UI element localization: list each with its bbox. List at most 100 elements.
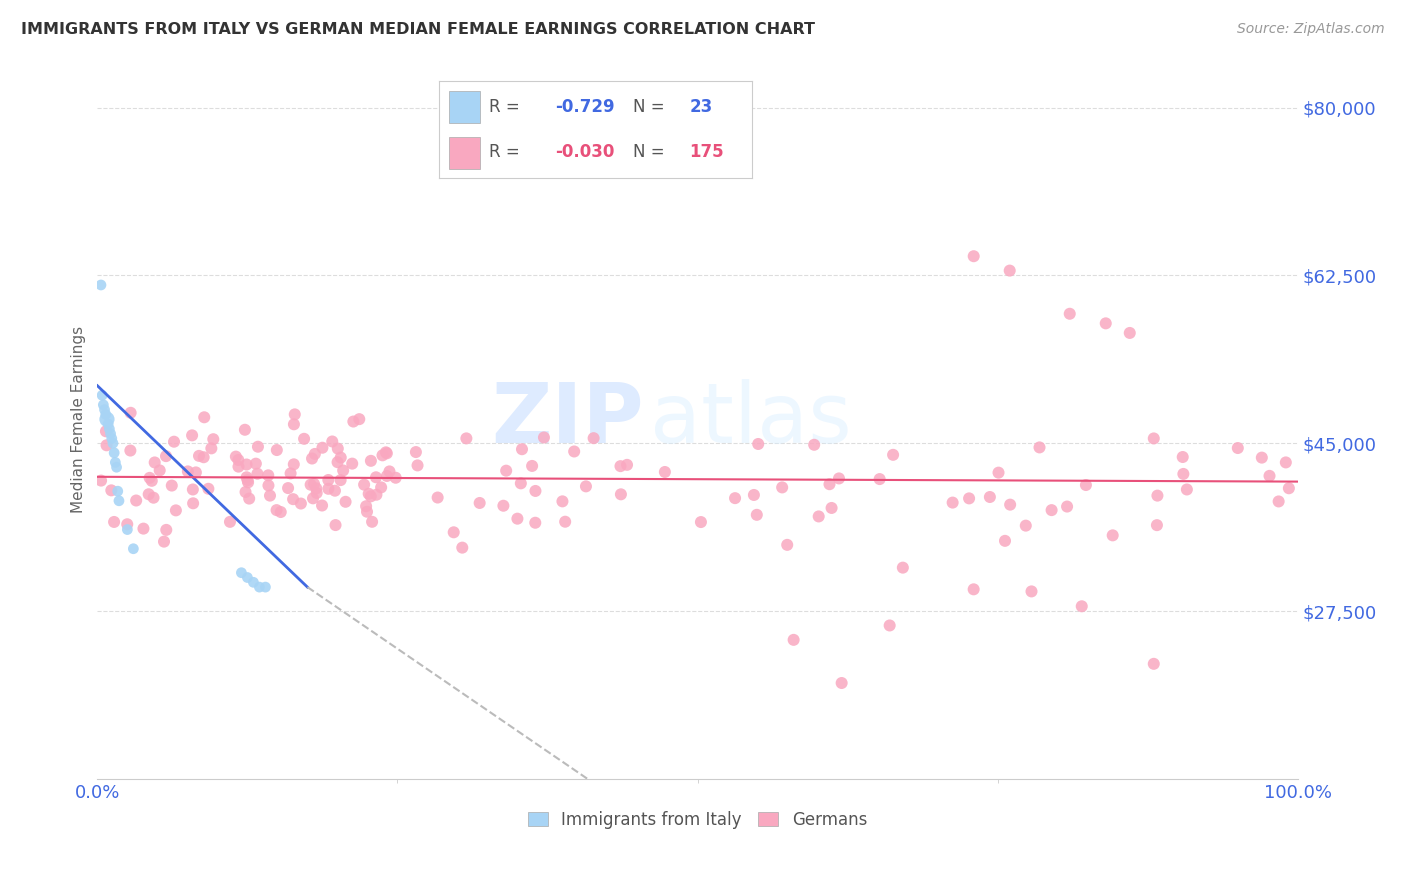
Point — [378, 465, 401, 479]
Point — [1101, 528, 1123, 542]
Point — [257, 478, 280, 492]
Point — [963, 249, 986, 263]
Point — [456, 431, 478, 445]
Point — [533, 430, 555, 444]
Point — [108, 493, 131, 508]
Point — [551, 494, 574, 508]
Point — [283, 458, 305, 472]
Point — [280, 467, 302, 481]
Point — [426, 491, 449, 505]
Point — [770, 480, 793, 494]
Point — [236, 473, 259, 487]
Point — [994, 533, 1017, 548]
Point — [235, 470, 257, 484]
Point — [1059, 307, 1081, 321]
Point — [820, 500, 842, 515]
Point — [742, 488, 765, 502]
Point — [554, 515, 576, 529]
Point — [155, 523, 177, 537]
Point — [1015, 518, 1038, 533]
Point — [236, 475, 259, 490]
Point — [100, 432, 122, 446]
Point — [1070, 599, 1092, 614]
Point — [803, 438, 825, 452]
Point — [575, 479, 598, 493]
Point — [1173, 467, 1195, 481]
Point — [654, 465, 676, 479]
Point — [325, 518, 347, 533]
Point — [235, 458, 257, 472]
Point — [326, 455, 349, 469]
Point — [1040, 503, 1063, 517]
Point — [326, 442, 349, 456]
Point — [370, 480, 392, 494]
Point — [354, 500, 377, 514]
Point — [120, 443, 142, 458]
Point — [616, 458, 638, 472]
Text: Source: ZipAtlas.com: Source: ZipAtlas.com — [1237, 22, 1385, 37]
Point — [1028, 441, 1050, 455]
Point — [141, 474, 163, 488]
Point — [364, 470, 387, 484]
Point — [745, 508, 768, 522]
Point — [270, 505, 292, 519]
Point — [360, 454, 382, 468]
Point — [356, 505, 378, 519]
Point — [181, 428, 204, 442]
Point — [690, 515, 713, 529]
Point — [202, 432, 225, 446]
Point — [1250, 450, 1272, 465]
Point — [103, 446, 125, 460]
Point — [869, 472, 891, 486]
Point — [311, 441, 333, 455]
Point — [225, 450, 247, 464]
Point — [375, 469, 398, 483]
Point — [96, 412, 118, 426]
Point — [323, 483, 346, 498]
Point — [299, 477, 322, 491]
Point — [1267, 494, 1289, 508]
Point — [236, 570, 259, 584]
Point — [266, 503, 288, 517]
Point — [281, 492, 304, 507]
Point — [284, 408, 307, 422]
Y-axis label: Median Female Earnings: Median Female Earnings — [72, 326, 86, 513]
Point — [468, 496, 491, 510]
Point — [153, 534, 176, 549]
Point — [103, 515, 125, 529]
Point — [177, 464, 200, 478]
Point — [1094, 316, 1116, 330]
Point — [332, 463, 354, 477]
Point — [366, 488, 388, 502]
Point — [882, 448, 904, 462]
Point — [101, 436, 124, 450]
Point — [90, 474, 112, 488]
Point — [132, 522, 155, 536]
Point — [520, 458, 543, 473]
Point — [1056, 500, 1078, 514]
Point — [1021, 584, 1043, 599]
Point — [184, 466, 207, 480]
Point — [100, 426, 122, 441]
Point — [143, 455, 166, 469]
Point — [138, 487, 160, 501]
Point — [193, 450, 215, 465]
Point — [219, 515, 242, 529]
Point — [524, 516, 547, 530]
Point — [97, 417, 120, 431]
Point — [891, 560, 914, 574]
Point — [200, 442, 222, 456]
Point — [1275, 455, 1298, 469]
Point — [155, 449, 177, 463]
Point — [1146, 489, 1168, 503]
Point — [495, 464, 517, 478]
Point — [254, 580, 277, 594]
Point — [98, 422, 121, 436]
Point — [1278, 481, 1301, 495]
Point — [510, 442, 533, 457]
Point — [197, 482, 219, 496]
Text: atlas: atlas — [650, 379, 851, 459]
Point — [1143, 657, 1166, 671]
Point — [122, 541, 145, 556]
Point — [96, 438, 118, 452]
